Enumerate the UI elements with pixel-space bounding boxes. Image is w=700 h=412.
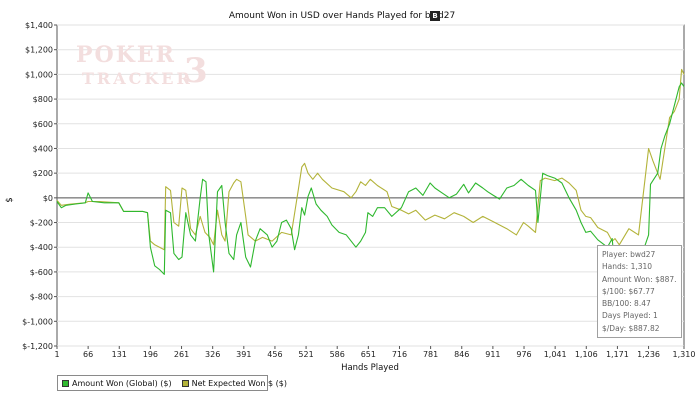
y-tick-label-10: $800	[33, 95, 53, 104]
x-tick-label-18: 1,171	[606, 350, 629, 359]
y-tick-label-0: $-1,200	[22, 342, 53, 351]
x-tick-label-2: 131	[112, 350, 127, 359]
plot-area	[56, 24, 685, 347]
y-tick-label-1: $-1,000	[22, 317, 53, 326]
series-line-1	[56, 68, 685, 251]
y-tick-label-11: $1,000	[25, 70, 53, 79]
x-tick-label-4: 261	[174, 350, 189, 359]
legend-swatch-amount-won	[62, 379, 69, 387]
plot-frame	[56, 24, 685, 347]
legend-item-amount-won[interactable]: Amount Won (Global) ($)	[62, 379, 172, 388]
tooltip-dollars-per-day: $/Day: $887.82	[602, 323, 660, 333]
series-line-0	[56, 82, 685, 275]
y-axis-title: $	[5, 197, 15, 202]
x-tick-label-10: 651	[361, 350, 376, 359]
x-tick-label-14: 911	[485, 350, 500, 359]
x-tick-label-17: 1,106	[575, 350, 598, 359]
tooltip-dollars-per-100: $/100: $67.77	[602, 286, 655, 296]
y-tick-label-4: $-400	[30, 243, 53, 252]
x-tick-label-16: 1,041	[544, 350, 567, 359]
series-layer	[56, 68, 685, 275]
y-axis-ticks: $-1,200 $-1,000 $-800 $-600 $-400 $-200 $0 $200…	[22, 21, 57, 351]
y-tick-label-12: $1,200	[25, 46, 53, 55]
x-axis-title: Hands Played	[341, 363, 399, 373]
legend-swatch-expected-won	[181, 379, 189, 387]
x-tick-label-11: 716	[392, 350, 407, 359]
y-tick-label-3: $-600	[30, 268, 53, 277]
x-tick-label-7: 456	[267, 350, 282, 359]
x-tick-label-19: 1,236	[637, 350, 660, 359]
x-tick-label-0: 1	[54, 350, 59, 359]
y-tick-label-2: $-800	[30, 293, 53, 302]
x-axis-ticks: 1 66 131 196 261 326 391 456 521 586 651 716 781 846 9…	[54, 346, 695, 359]
legend: Amount Won (Global) ($) Net Expected Won…	[57, 375, 287, 391]
tooltip-hands: Hands: 1,310	[602, 262, 653, 272]
tooltip-amount-won: Amount Won: $887.82	[602, 274, 677, 284]
y-tick-label-8: $400	[33, 144, 53, 153]
legend-label-amount-won: Amount Won (Global) ($)	[72, 378, 172, 388]
chart-title: Amount Won in USD over Hands Played for …	[229, 11, 455, 21]
y-tick-label-5: $-200	[30, 219, 53, 228]
grid	[57, 24, 684, 347]
tooltip-bb-per-100: BB/100: 8.47	[602, 299, 651, 309]
x-tick-label-9: 586	[330, 350, 345, 359]
x-tick-label-20: 1,310	[673, 350, 696, 359]
title-badge[interactable]: B	[430, 11, 440, 21]
tooltip-player: Player: bwd27	[602, 250, 656, 259]
legend-item-expected-won[interactable]: Net Expected Won $ ($)	[181, 378, 287, 388]
x-tick-label-6: 391	[236, 350, 251, 359]
y-tick-label-13: $1,400	[25, 21, 53, 30]
tooltip-days-played: Days Played: 1	[602, 311, 658, 321]
x-tick-label-15: 976	[516, 350, 531, 359]
x-tick-label-5: 326	[205, 350, 220, 359]
x-tick-label-12: 781	[423, 350, 438, 359]
legend-label-expected-won: Net Expected Won $ ($)	[191, 378, 287, 388]
x-tick-label-1: 66	[83, 350, 93, 359]
x-tick-label-8: 521	[298, 350, 313, 359]
y-tick-label-6: $0	[43, 194, 53, 203]
stats-tooltip: Player: bwd27 Hands: 1,310 Amount Won: $…	[597, 245, 682, 338]
y-tick-label-7: $200	[33, 169, 53, 178]
x-tick-label-3: 196	[143, 350, 158, 359]
y-tick-label-9: $600	[33, 120, 53, 129]
x-tick-label-13: 846	[454, 350, 469, 359]
